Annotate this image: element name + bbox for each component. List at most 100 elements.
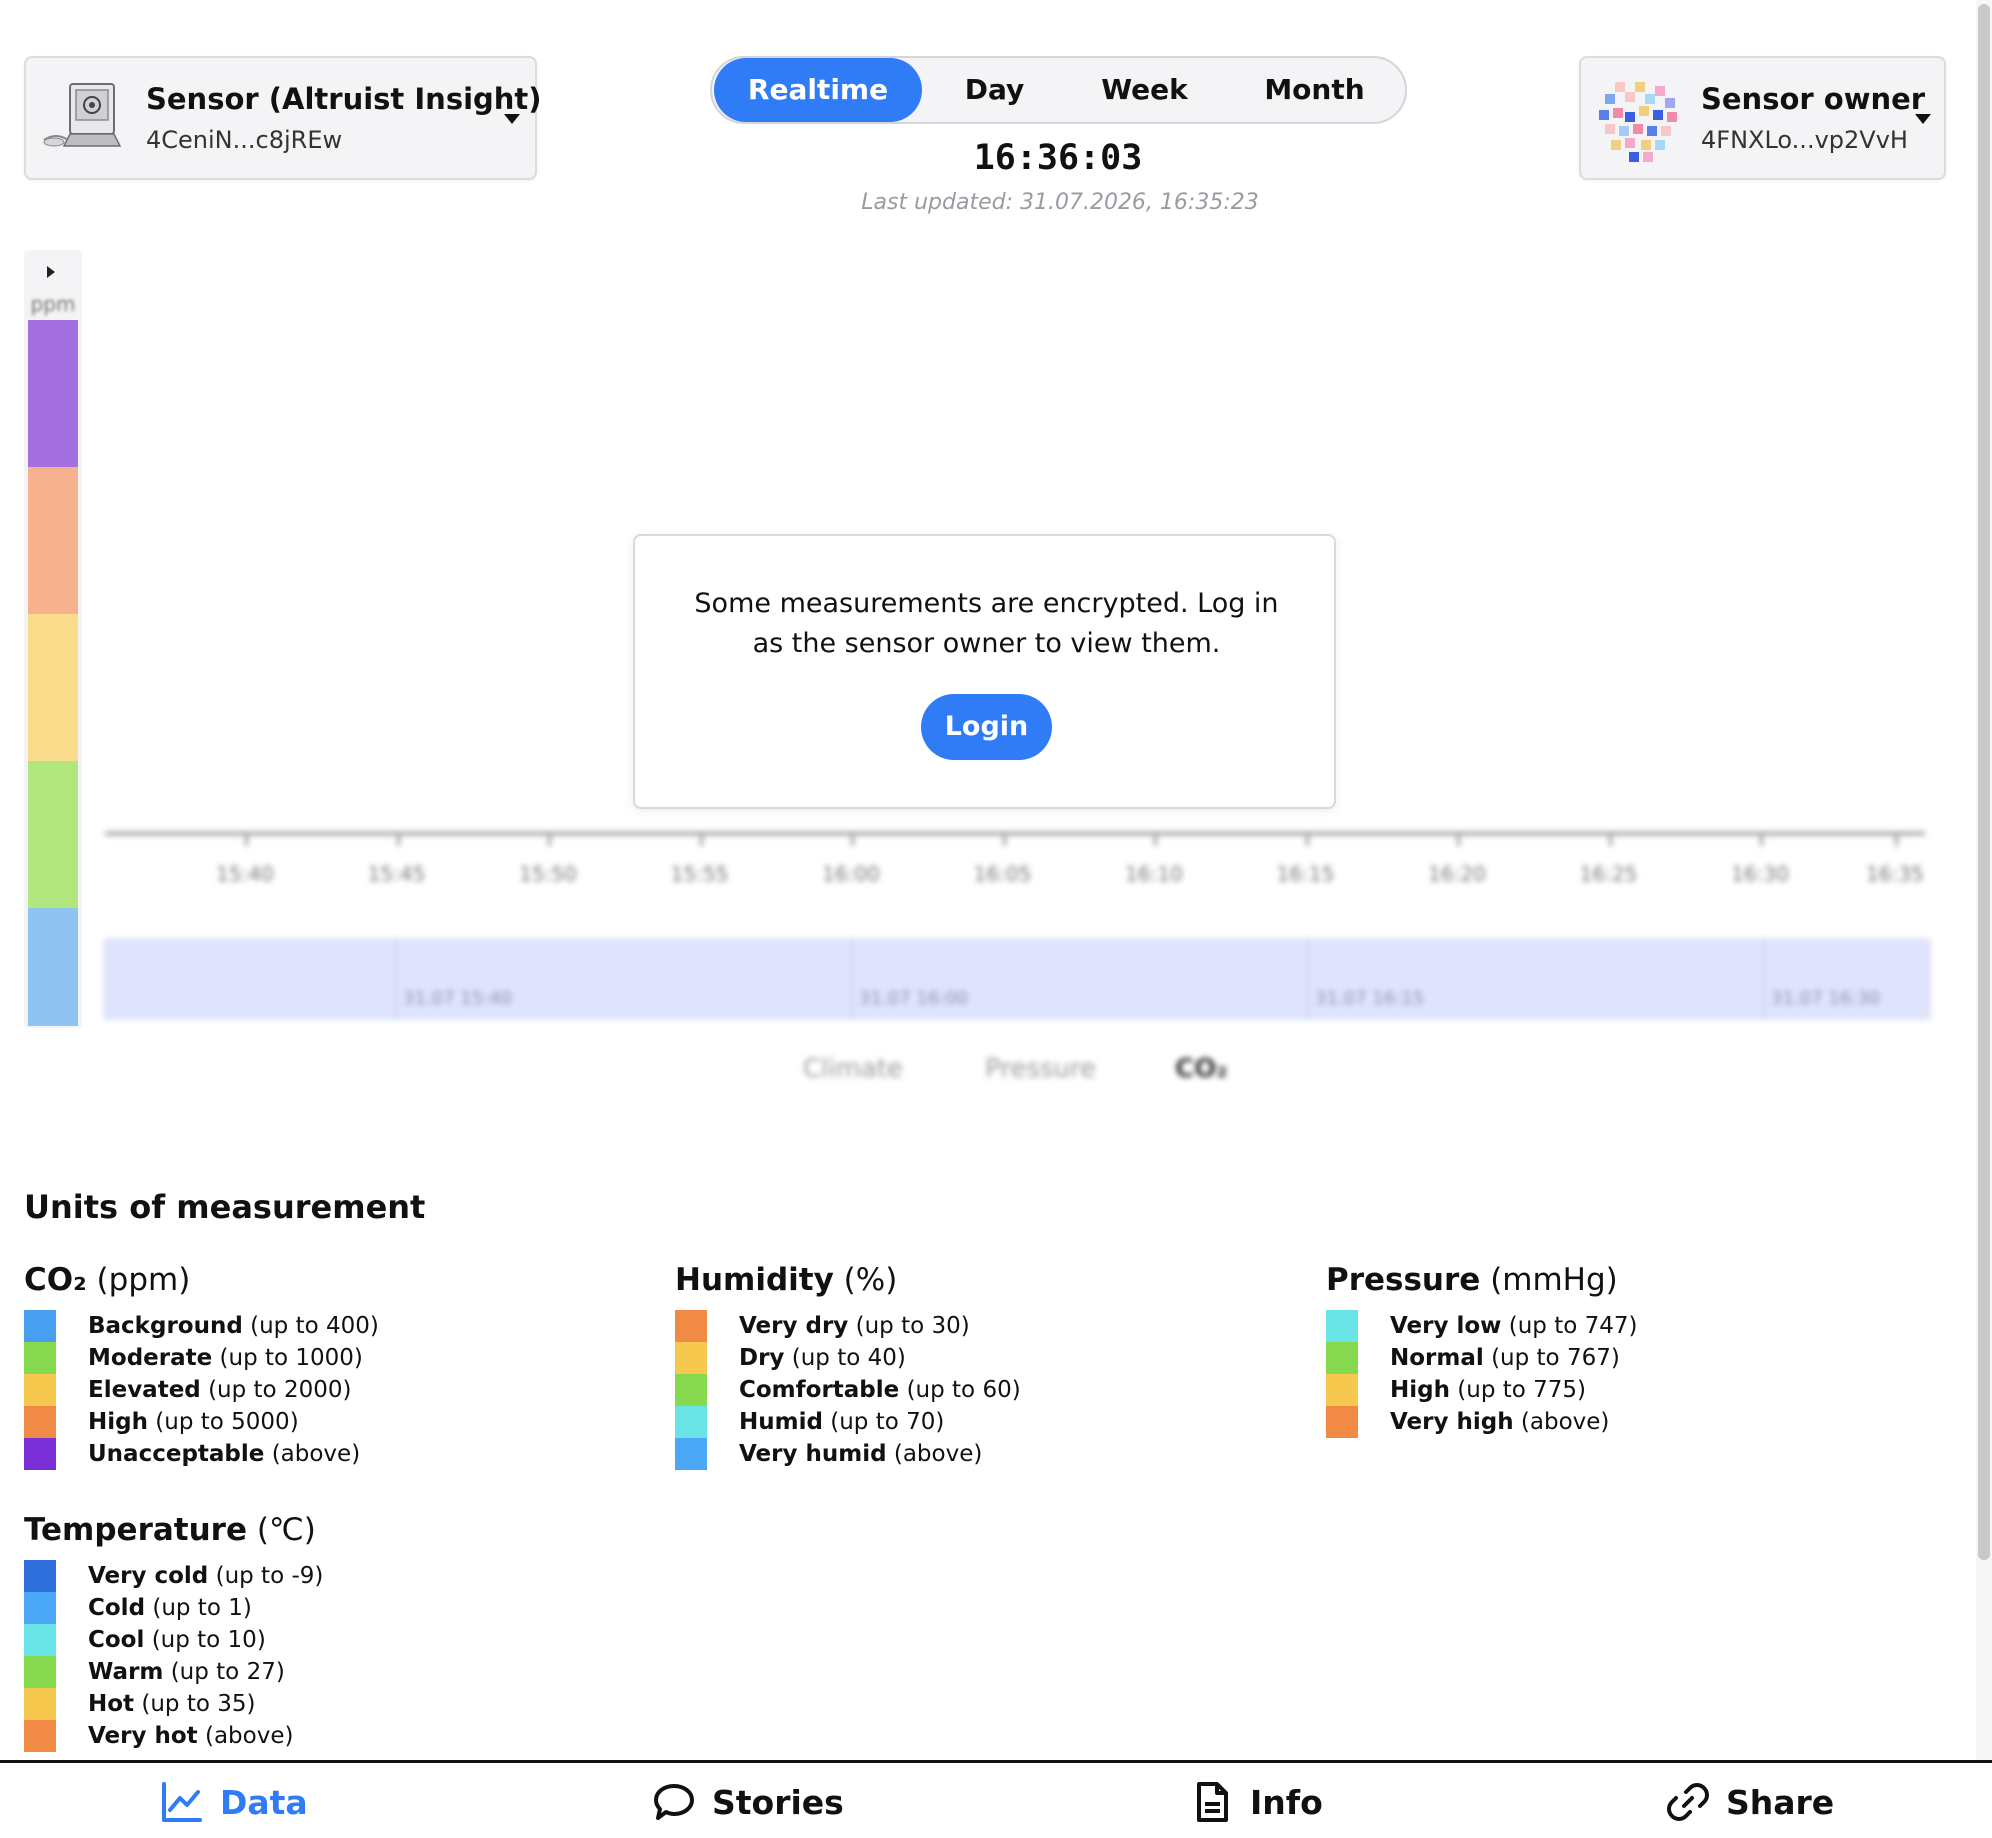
legend-item-label: Unacceptable — [88, 1441, 265, 1467]
realtime-clock: 16:36:03 — [973, 138, 1143, 178]
tab-realtime[interactable]: Realtime — [714, 58, 922, 122]
legend-swatch — [24, 1438, 56, 1470]
legend-item: Unacceptable (above) — [24, 1438, 360, 1470]
last-updated-text: Last updated: 31.07.2026, 16:35:23 — [861, 190, 1259, 215]
legend-item-label: Normal — [1390, 1345, 1484, 1371]
legend-swatch — [675, 1342, 707, 1374]
navigator-label: 31.07 16:15 — [1315, 988, 1425, 1009]
nav-info[interactable]: Info — [1190, 1777, 1323, 1827]
navigator-divider — [1763, 938, 1765, 1020]
legend-item-range: (up to 400) — [250, 1313, 379, 1339]
legend-group-name: CO₂ — [24, 1262, 87, 1298]
legend-item: Elevated (up to 2000) — [24, 1374, 351, 1406]
legend-group-name: Humidity — [675, 1262, 834, 1298]
legend-co2: CO₂ (ppm) Background (up to 400) Moderate… — [24, 1262, 379, 1470]
chart-navigator[interactable]: 31.07 15:40 31.07 16:00 31.07 16:15 31.0… — [103, 938, 1931, 1020]
legend-temperature: Temperature (℃) Very cold (up to -9) Cold… — [24, 1512, 323, 1752]
sensor-selector[interactable]: Sensor (Altruist Insight) 4CeniN...c8jRE… — [24, 56, 542, 180]
legend-group-title: Pressure (mmHg) — [1326, 1262, 1618, 1310]
x-tick — [1154, 832, 1157, 846]
nav-stories[interactable]: Stories — [652, 1777, 844, 1827]
tab-day[interactable]: Day — [964, 73, 1025, 106]
nav-info-label: Info — [1250, 1782, 1323, 1822]
navigator-label: 31.07 15:40 — [403, 988, 513, 1009]
legend-item-label: Hot — [88, 1691, 135, 1717]
legend-swatch — [1326, 1406, 1358, 1438]
chevron-down-icon[interactable] — [504, 114, 520, 124]
navigator-divider — [851, 938, 853, 1020]
chart-tab-climate[interactable]: Climate — [803, 1054, 904, 1084]
legend-item-label: Dry — [739, 1345, 785, 1371]
legend-item: Very high (above) — [1326, 1406, 1618, 1438]
x-tick-label: 15:45 — [367, 862, 426, 886]
legend-swatch — [675, 1374, 707, 1406]
legend-item: Moderate (up to 1000) — [24, 1342, 363, 1374]
legend-item-label: High — [88, 1409, 148, 1435]
legend-item-text: Humid (up to 70) — [739, 1406, 944, 1438]
x-tick — [1608, 832, 1612, 846]
tab-month[interactable]: Month — [1264, 73, 1365, 106]
avatar — [1595, 76, 1683, 164]
units-heading: Units of measurement — [24, 1188, 426, 1226]
legend-item-label: Elevated — [88, 1377, 201, 1403]
x-tick-label: 16:35 — [1866, 862, 1924, 886]
legend-swatch — [24, 1624, 56, 1656]
legend-group-title: Humidity (%) — [675, 1262, 897, 1310]
login-button[interactable]: Login — [921, 694, 1052, 760]
color-scale: ppm — [24, 250, 82, 1028]
x-tick-label: 16:15 — [1276, 862, 1335, 886]
legend-item-label: Very dry — [739, 1313, 849, 1339]
legend-item-text: Very low (up to 747) — [1390, 1310, 1637, 1342]
legend-item-range: (up to 1) — [152, 1595, 252, 1621]
x-tick — [245, 832, 248, 846]
legend-item-text: High (up to 5000) — [88, 1406, 299, 1438]
legend-item-text: Comfortable (up to 60) — [739, 1374, 1021, 1406]
legend-item-text: Cold (up to 1) — [88, 1592, 252, 1624]
legend-item-text: Background (up to 400) — [88, 1310, 379, 1342]
owner-selector[interactable]: Sensor owner 4FNXLo...vp2VvH — [1579, 56, 1946, 180]
legend-item-label: Very high — [1390, 1409, 1514, 1435]
chart-tab-pressure[interactable]: Pressure — [985, 1054, 1097, 1084]
legend-group-unit: (℃) — [256, 1512, 316, 1548]
legend-item: Very humid (above) — [675, 1438, 982, 1470]
chart-tabs: Climate Pressure CO₂ — [795, 1050, 1395, 1090]
expand-arrow-icon[interactable] — [47, 266, 55, 278]
legend-item-text: Very hot (above) — [88, 1720, 293, 1752]
x-tick-label: 15:40 — [216, 862, 274, 886]
legend-item-text: Moderate (up to 1000) — [88, 1342, 363, 1374]
legend-item-range: (up to 27) — [170, 1659, 285, 1685]
x-tick-label: 16:30 — [1731, 862, 1789, 886]
legend-item-range: (above) — [1520, 1409, 1610, 1435]
x-tick-label: 15:55 — [670, 862, 729, 886]
legend-item-text: Elevated (up to 2000) — [88, 1374, 351, 1406]
x-tick — [1457, 832, 1460, 846]
x-tick-label: 16:20 — [1428, 862, 1486, 886]
legend-group-unit: (mmHg) — [1490, 1262, 1618, 1298]
legend-swatch — [24, 1374, 56, 1406]
legend-item: Dry (up to 40) — [675, 1342, 906, 1374]
legend-swatch — [24, 1720, 56, 1752]
scrollbar-thumb[interactable] — [1978, 4, 1990, 1560]
x-tick — [396, 832, 400, 846]
nav-data[interactable]: Data — [160, 1777, 308, 1827]
legend-item: Cool (up to 10) — [24, 1624, 316, 1656]
link-icon — [1667, 1783, 1709, 1821]
sensor-device-icon — [43, 83, 122, 147]
legend-item-text: Warm (up to 27) — [88, 1656, 285, 1688]
legend-item-label: Very humid — [739, 1441, 887, 1467]
scale-segment — [28, 467, 78, 614]
chevron-down-icon[interactable] — [1915, 114, 1931, 124]
legend-group-title: Temperature (℃) — [24, 1512, 316, 1560]
x-tick — [1895, 832, 1898, 846]
legend-item-range: (above) — [204, 1723, 294, 1749]
x-tick — [851, 832, 854, 846]
legend-item: Comfortable (up to 60) — [675, 1374, 1021, 1406]
legend-group-name: Temperature — [24, 1512, 247, 1548]
nav-share[interactable]: Share — [1666, 1777, 1834, 1827]
legend-item-label: Warm — [88, 1659, 164, 1685]
legend-item-text: Very humid (above) — [739, 1438, 982, 1470]
chart-tab-co2[interactable]: CO₂ — [1175, 1054, 1228, 1084]
tab-week[interactable]: Week — [1101, 73, 1188, 106]
legend-item-text: Unacceptable (above) — [88, 1438, 360, 1470]
legend-item-label: Very hot — [88, 1723, 198, 1749]
